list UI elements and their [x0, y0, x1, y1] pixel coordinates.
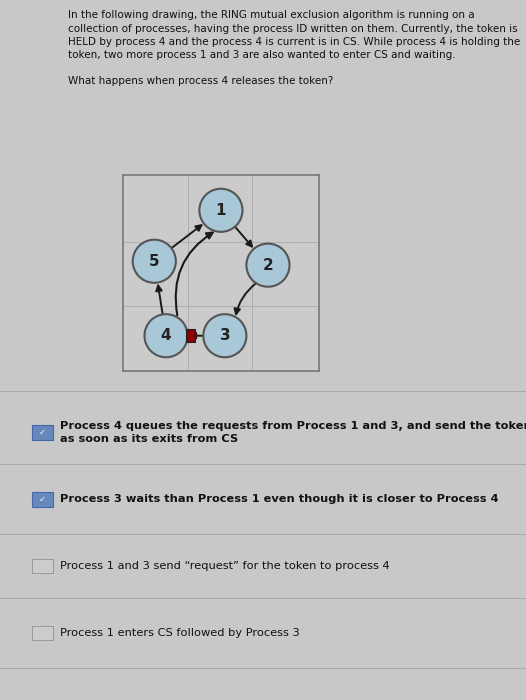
- Text: Process 4 queues the requests from Process 1 and 3, and send the token to one of: Process 4 queues the requests from Proce…: [60, 421, 526, 444]
- Text: Process 1 and 3 send “request” for the token to process 4: Process 1 and 3 send “request” for the t…: [60, 561, 390, 571]
- Text: 4: 4: [161, 328, 171, 343]
- FancyBboxPatch shape: [32, 626, 53, 641]
- Text: 2: 2: [262, 258, 274, 273]
- FancyArrowPatch shape: [190, 333, 203, 339]
- Circle shape: [246, 244, 289, 287]
- FancyBboxPatch shape: [32, 559, 53, 573]
- Text: ✓: ✓: [39, 428, 46, 437]
- Text: In the following drawing, the RING mutual exclusion algorithm is running on a
co: In the following drawing, the RING mutua…: [68, 10, 521, 87]
- Text: Process 1 enters CS followed by Process 3: Process 1 enters CS followed by Process …: [60, 628, 300, 638]
- FancyArrowPatch shape: [236, 228, 252, 246]
- FancyBboxPatch shape: [32, 492, 53, 507]
- Circle shape: [145, 314, 188, 357]
- Text: 5: 5: [149, 253, 159, 269]
- Text: Process 3 waits than Process 1 even though it is closer to Process 4: Process 3 waits than Process 1 even thou…: [60, 494, 499, 504]
- Text: 3: 3: [219, 328, 230, 343]
- Bar: [186, 329, 196, 342]
- Text: 1: 1: [216, 203, 226, 218]
- FancyArrowPatch shape: [172, 225, 201, 248]
- Text: ✓: ✓: [39, 495, 46, 504]
- FancyArrowPatch shape: [156, 286, 163, 314]
- Circle shape: [199, 189, 242, 232]
- FancyArrowPatch shape: [235, 284, 256, 314]
- FancyBboxPatch shape: [32, 426, 53, 440]
- Circle shape: [133, 239, 176, 283]
- FancyArrowPatch shape: [176, 232, 213, 315]
- Circle shape: [203, 314, 246, 357]
